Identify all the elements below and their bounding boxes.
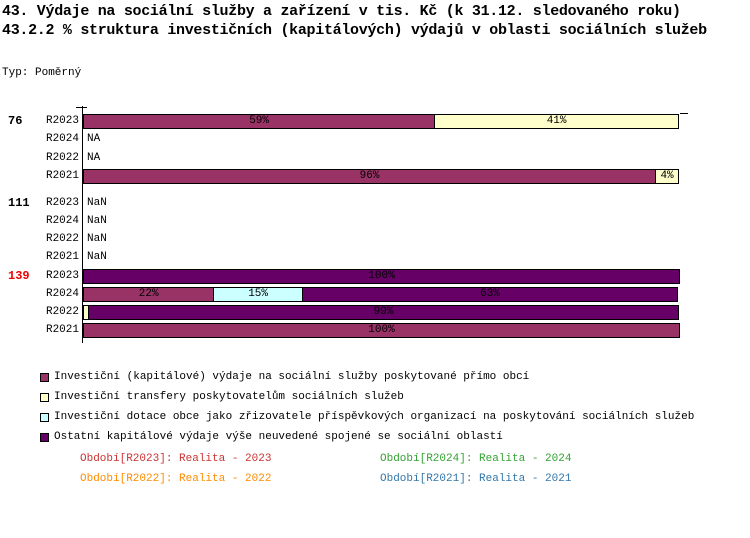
bar-row: 99% <box>83 305 680 320</box>
legend-swatch <box>40 372 49 382</box>
legend-swatch <box>40 412 49 422</box>
legend-item: Ostatní kapitálové výdaje výše neuvedené… <box>40 431 503 443</box>
bar-segment-label: 41% <box>546 115 567 127</box>
legend-swatch <box>40 432 49 442</box>
group-id-label: 139 <box>8 269 30 283</box>
bar-row: 100% <box>83 323 680 338</box>
row-period-label: R2023 <box>45 197 79 209</box>
chart-type-label: Typ: Poměrný <box>2 67 82 79</box>
row-period-label: R2022 <box>45 306 79 318</box>
legend-label: Ostatní kapitálové výdaje výše neuvedené… <box>54 431 503 443</box>
bar-segment: 63% <box>301 287 678 302</box>
row-period-label: R2021 <box>45 170 79 182</box>
bar-segment: 100% <box>83 323 680 338</box>
bar-segment-label: 15% <box>248 288 268 300</box>
group-id-label: 76 <box>8 114 23 128</box>
bar-segment: 15% <box>213 287 303 302</box>
na-value: NaN <box>87 233 107 245</box>
bar-segment: 4% <box>655 169 679 184</box>
period-label: Období[R2021]: Realita - 2021 <box>380 473 572 485</box>
period-label: Období[R2024]: Realita - 2024 <box>380 453 572 465</box>
row-period-label: R2024 <box>45 133 79 145</box>
legend-item: Investiční transfery poskytovatelům soci… <box>40 391 404 403</box>
bar-row: 100% <box>83 269 680 284</box>
bar-segment: 22% <box>83 287 215 302</box>
bar-row: 96% 4% <box>83 169 680 184</box>
bar-segment-label: 99% <box>373 306 394 318</box>
bar-segment-label: 59% <box>249 115 270 127</box>
bar-segment-label: 63% <box>480 288 500 300</box>
legend-label: Investiční dotace obce jako zřizovatele … <box>54 411 695 423</box>
legend-item: Investiční (kapitálové) výdaje na sociál… <box>40 371 529 383</box>
row-period-label: R2024 <box>45 215 79 227</box>
bar-segment-label: 100% <box>368 270 395 282</box>
na-value: NA <box>87 133 101 145</box>
axis-tick-100-percent <box>680 113 688 114</box>
row-period-label: R2022 <box>45 152 79 164</box>
group-id-label: 111 <box>8 196 30 210</box>
axis-tick-origin <box>76 107 87 108</box>
bar-row: 22% 15% 63% <box>83 287 680 302</box>
row-period-label: R2021 <box>45 324 79 336</box>
bar-segment-label: 100% <box>368 324 395 336</box>
row-period-label: R2021 <box>45 251 79 263</box>
bar-segment: 100% <box>83 269 680 284</box>
bar-segment: 96% <box>83 169 657 184</box>
legend-label: Investiční transfery poskytovatelům soci… <box>54 391 404 403</box>
page-title-line2: 43.2.2 % struktura investičních (kapitál… <box>2 22 707 39</box>
na-value: NA <box>87 152 101 164</box>
row-period-label: R2024 <box>45 288 79 300</box>
page-title-line1: 43. Výdaje na sociální služby a zařízení… <box>2 3 681 20</box>
bar-segment: 41% <box>434 114 679 129</box>
bar-segment: 59% <box>83 114 436 129</box>
y-axis-line <box>82 106 83 343</box>
bar-row: 59% 41% <box>83 114 680 129</box>
legend-swatch <box>40 392 49 402</box>
period-label: Období[R2023]: Realita - 2023 <box>80 453 272 465</box>
bar-segment-label: 22% <box>138 288 159 300</box>
row-period-label: R2023 <box>45 270 79 282</box>
bar-segment: 99% <box>87 305 679 320</box>
row-period-label: R2022 <box>45 233 79 245</box>
period-label: Období[R2022]: Realita - 2022 <box>80 473 272 485</box>
legend-label: Investiční (kapitálové) výdaje na sociál… <box>54 371 530 383</box>
na-value: NaN <box>87 197 107 209</box>
legend-item: Investiční dotace obce jako zřizovatele … <box>40 411 694 423</box>
row-period-label: R2023 <box>45 115 79 127</box>
na-value: NaN <box>87 251 107 263</box>
bar-segment-label: 96% <box>359 170 380 182</box>
bar-segment-label: 4% <box>660 170 674 182</box>
na-value: NaN <box>87 215 107 227</box>
